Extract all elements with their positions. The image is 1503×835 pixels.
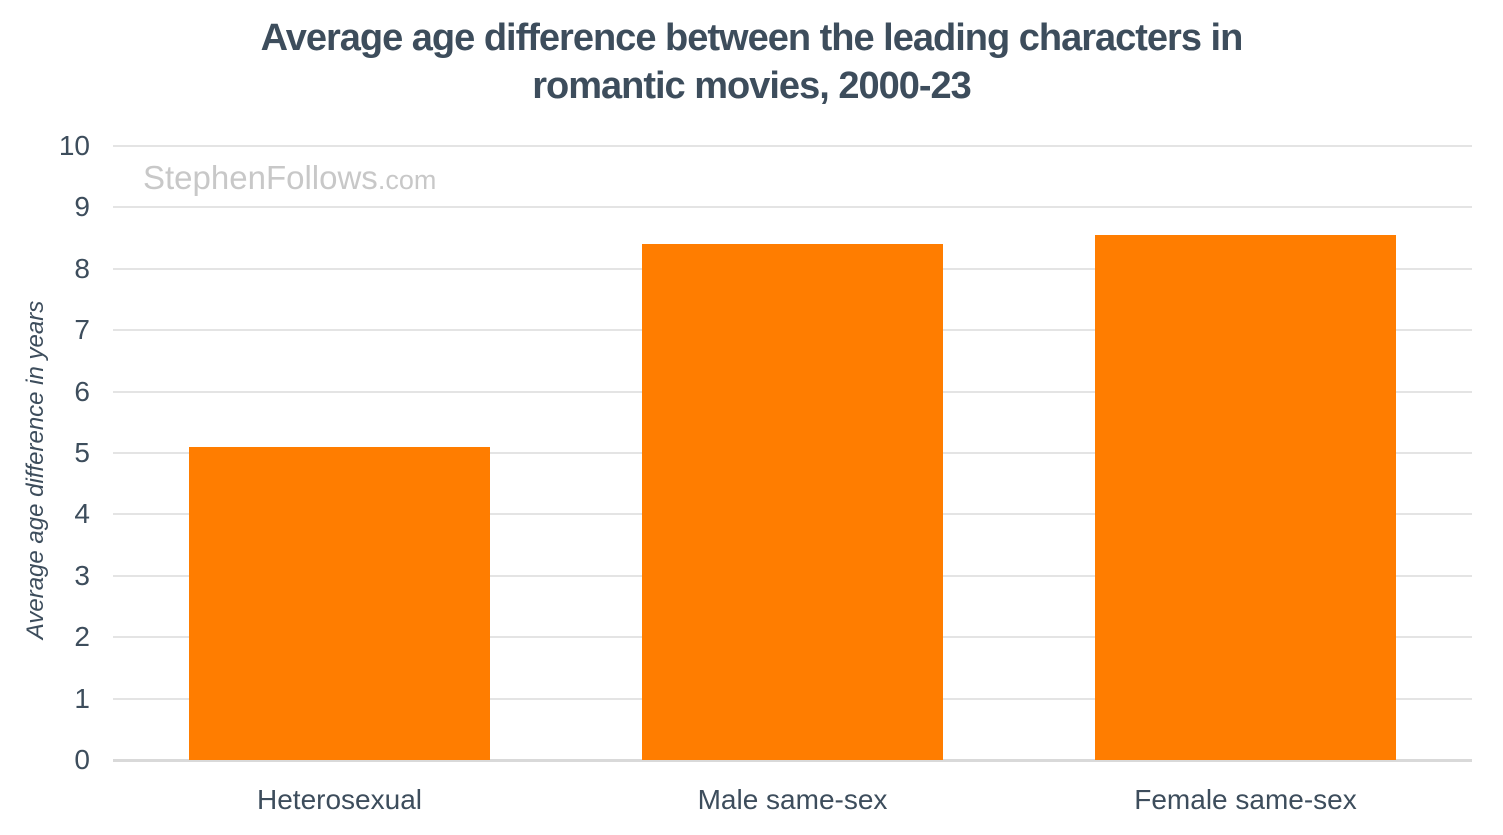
- bar-female-same-sex: [1095, 235, 1396, 760]
- watermark-tld: .com: [377, 165, 437, 195]
- chart-title-line1: Average age difference between the leadi…: [260, 17, 1244, 59]
- bar-heterosexual: [189, 446, 490, 760]
- watermark: StephenFollows.com: [143, 159, 436, 197]
- y-tick-label: 10: [58, 130, 90, 161]
- gridline: [113, 206, 1472, 209]
- watermark-main: StephenFollows: [143, 159, 378, 196]
- x-category-label: Female same-sex: [1134, 784, 1357, 815]
- y-tick-label: 0: [74, 744, 90, 775]
- chart-title-line2: romantic movies, 2000-23: [532, 65, 972, 107]
- x-category-label: Heterosexual: [257, 784, 422, 815]
- plot-area: [113, 145, 1472, 762]
- y-axis-title: Average age difference in years: [22, 300, 49, 640]
- x-axis-baseline: [113, 759, 1472, 762]
- y-tick-label: 9: [74, 191, 90, 223]
- gridline: [113, 145, 1472, 147]
- bar-male-same-sex: [642, 244, 943, 760]
- chart-title: Average age difference between the leadi…: [0, 14, 1503, 110]
- y-tick-label: 1: [74, 682, 90, 714]
- y-tick-label: 8: [74, 252, 90, 284]
- x-category-label: Male same-sex: [697, 784, 888, 815]
